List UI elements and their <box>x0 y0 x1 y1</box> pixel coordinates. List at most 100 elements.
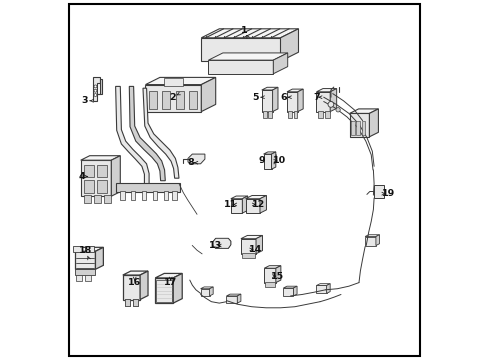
Polygon shape <box>286 89 303 92</box>
Bar <box>350 121 354 135</box>
Polygon shape <box>201 77 215 112</box>
Bar <box>293 111 297 118</box>
Text: 15: 15 <box>271 271 284 281</box>
Bar <box>156 280 172 302</box>
Text: 4: 4 <box>78 172 85 181</box>
Polygon shape <box>200 287 213 289</box>
Circle shape <box>327 102 333 107</box>
Bar <box>133 299 138 306</box>
Polygon shape <box>81 156 120 160</box>
Text: 8: 8 <box>187 158 194 167</box>
Polygon shape <box>297 89 303 112</box>
Circle shape <box>335 108 340 112</box>
Bar <box>75 269 95 275</box>
Bar <box>373 185 384 198</box>
Text: 5: 5 <box>251 93 258 102</box>
Polygon shape <box>155 274 182 278</box>
Polygon shape <box>365 237 375 246</box>
Bar <box>325 111 329 118</box>
Polygon shape <box>209 287 213 296</box>
Text: 9: 9 <box>258 156 264 165</box>
Bar <box>172 191 177 200</box>
Polygon shape <box>261 87 277 90</box>
Polygon shape <box>245 199 260 213</box>
Text: 13: 13 <box>209 241 222 250</box>
Bar <box>152 191 157 200</box>
Bar <box>84 195 91 203</box>
Polygon shape <box>92 77 100 101</box>
Polygon shape <box>97 79 102 94</box>
Polygon shape <box>326 284 329 293</box>
Bar <box>83 165 94 177</box>
Bar <box>264 282 275 287</box>
Bar <box>133 299 138 306</box>
Polygon shape <box>263 154 271 169</box>
Text: 16: 16 <box>128 278 141 287</box>
Polygon shape <box>316 285 326 293</box>
Polygon shape <box>201 29 298 38</box>
Bar <box>189 91 197 109</box>
Polygon shape <box>329 89 336 112</box>
Circle shape <box>94 94 97 96</box>
Bar <box>73 246 82 252</box>
Polygon shape <box>145 85 201 112</box>
Bar <box>149 91 157 109</box>
Polygon shape <box>212 238 230 248</box>
Bar <box>83 180 94 193</box>
Polygon shape <box>230 199 242 213</box>
Polygon shape <box>264 268 275 283</box>
Polygon shape <box>208 53 287 60</box>
Polygon shape <box>226 296 237 303</box>
Bar <box>263 111 266 118</box>
Bar <box>131 191 135 200</box>
Bar <box>85 246 94 252</box>
Polygon shape <box>228 238 230 248</box>
Text: 18: 18 <box>79 246 92 256</box>
Polygon shape <box>293 286 296 296</box>
Bar <box>175 91 183 109</box>
Polygon shape <box>272 87 277 112</box>
Polygon shape <box>280 29 298 61</box>
Polygon shape <box>95 247 103 269</box>
Bar <box>115 183 180 192</box>
Polygon shape <box>316 284 329 285</box>
Polygon shape <box>230 196 247 199</box>
Polygon shape <box>81 160 111 196</box>
Polygon shape <box>375 235 379 246</box>
Polygon shape <box>349 109 378 113</box>
Polygon shape <box>241 235 262 239</box>
Polygon shape <box>273 53 287 74</box>
Polygon shape <box>263 152 275 154</box>
Polygon shape <box>283 286 296 288</box>
Polygon shape <box>260 195 266 213</box>
Polygon shape <box>237 294 241 303</box>
Polygon shape <box>256 235 262 254</box>
Polygon shape <box>261 90 272 112</box>
Bar <box>76 275 82 281</box>
Circle shape <box>94 85 97 88</box>
Bar <box>94 195 101 203</box>
Polygon shape <box>365 235 379 237</box>
Polygon shape <box>368 109 378 137</box>
Text: 14: 14 <box>248 245 262 254</box>
Polygon shape <box>349 113 368 137</box>
Polygon shape <box>271 152 275 169</box>
Bar <box>268 111 272 118</box>
Circle shape <box>94 89 97 92</box>
Polygon shape <box>286 92 297 112</box>
Polygon shape <box>316 89 336 92</box>
Polygon shape <box>264 266 280 268</box>
Bar <box>97 180 107 193</box>
Bar <box>84 275 91 281</box>
Polygon shape <box>283 288 293 296</box>
Bar <box>142 191 146 200</box>
Bar <box>125 299 130 306</box>
Polygon shape <box>122 271 148 275</box>
Text: 10: 10 <box>273 156 286 165</box>
Polygon shape <box>75 251 95 269</box>
Bar <box>241 253 255 258</box>
Text: 3: 3 <box>81 96 87 105</box>
Polygon shape <box>155 278 173 303</box>
Text: 7: 7 <box>312 93 319 102</box>
Bar <box>288 111 292 118</box>
